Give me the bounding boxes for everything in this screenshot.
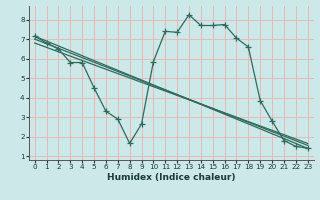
- X-axis label: Humidex (Indice chaleur): Humidex (Indice chaleur): [107, 173, 236, 182]
